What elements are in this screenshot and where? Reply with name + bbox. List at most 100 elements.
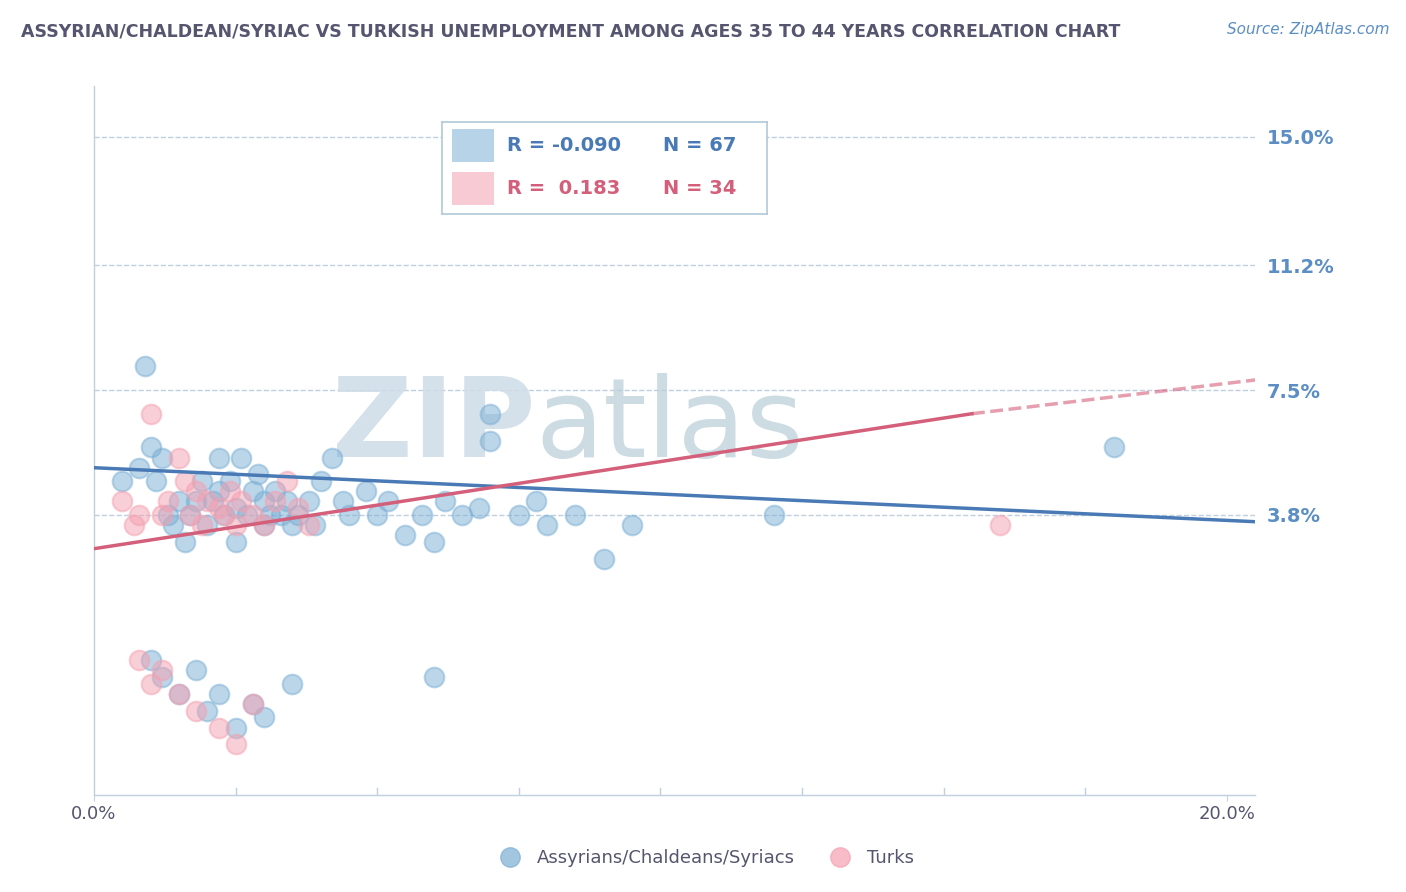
Point — [207, 721, 229, 735]
Point — [276, 494, 298, 508]
Point — [508, 508, 530, 522]
Point — [195, 494, 218, 508]
Point — [179, 508, 201, 522]
Point — [242, 697, 264, 711]
Point — [253, 494, 276, 508]
Point — [156, 508, 179, 522]
Point — [167, 494, 190, 508]
Point — [1102, 441, 1125, 455]
Point — [411, 508, 433, 522]
Point — [253, 518, 276, 533]
Point — [592, 551, 614, 566]
Point — [451, 508, 474, 522]
Point — [122, 518, 145, 533]
Point — [219, 474, 242, 488]
Point — [225, 535, 247, 549]
Text: ZIP: ZIP — [332, 373, 536, 480]
Point — [207, 687, 229, 701]
Point — [190, 474, 212, 488]
Point — [111, 494, 134, 508]
Point — [247, 467, 270, 482]
Point — [298, 518, 321, 533]
Point — [128, 653, 150, 667]
Text: Source: ZipAtlas.com: Source: ZipAtlas.com — [1226, 22, 1389, 37]
Point — [281, 518, 304, 533]
Point — [219, 484, 242, 499]
Point — [479, 407, 502, 421]
Point — [195, 704, 218, 718]
Point — [207, 450, 229, 465]
Point — [190, 518, 212, 533]
Point — [236, 508, 259, 522]
Point — [173, 474, 195, 488]
Point — [321, 450, 343, 465]
Point — [167, 450, 190, 465]
Point — [150, 450, 173, 465]
Legend: Assyrians/Chaldeans/Syriacs, Turks: Assyrians/Chaldeans/Syriacs, Turks — [485, 842, 921, 874]
Point — [479, 434, 502, 448]
Point — [231, 494, 253, 508]
Point — [259, 508, 281, 522]
Point — [173, 535, 195, 549]
Point — [434, 494, 457, 508]
Point — [150, 670, 173, 684]
Point — [184, 484, 207, 499]
Point — [377, 494, 399, 508]
Point — [988, 518, 1011, 533]
Point — [281, 676, 304, 690]
Point — [184, 704, 207, 718]
Point — [156, 494, 179, 508]
Point — [212, 508, 235, 522]
Point — [225, 721, 247, 735]
Point — [134, 359, 156, 374]
Point — [179, 508, 201, 522]
Point — [423, 535, 446, 549]
Point — [242, 484, 264, 499]
Point — [337, 508, 360, 522]
Point — [264, 494, 287, 508]
Point — [423, 670, 446, 684]
Point — [139, 441, 162, 455]
Point — [139, 676, 162, 690]
Point — [184, 663, 207, 677]
Point — [276, 474, 298, 488]
Point — [564, 508, 586, 522]
Point — [150, 508, 173, 522]
Point — [304, 518, 326, 533]
Point — [621, 518, 644, 533]
Point — [145, 474, 167, 488]
Point — [524, 494, 547, 508]
Point — [184, 494, 207, 508]
Point — [264, 484, 287, 499]
Point — [128, 508, 150, 522]
Point — [332, 494, 354, 508]
Point — [309, 474, 332, 488]
Point — [231, 450, 253, 465]
Point — [207, 484, 229, 499]
Point — [111, 474, 134, 488]
Point — [167, 687, 190, 701]
Point — [207, 501, 229, 516]
Point — [139, 653, 162, 667]
Point — [242, 508, 264, 522]
Point — [468, 501, 491, 516]
Point — [394, 528, 416, 542]
Point — [195, 518, 218, 533]
Point — [366, 508, 388, 522]
Point — [287, 508, 309, 522]
Point — [298, 494, 321, 508]
Point — [212, 508, 235, 522]
Point — [242, 697, 264, 711]
Point — [201, 494, 224, 508]
Point — [150, 663, 173, 677]
Point — [287, 501, 309, 516]
Point — [167, 687, 190, 701]
Point — [253, 710, 276, 724]
Point — [162, 518, 184, 533]
Point — [762, 508, 785, 522]
Point — [225, 518, 247, 533]
Point — [128, 460, 150, 475]
Point — [225, 738, 247, 752]
Text: atlas: atlas — [536, 373, 804, 480]
Text: ASSYRIAN/CHALDEAN/SYRIAC VS TURKISH UNEMPLOYMENT AMONG AGES 35 TO 44 YEARS CORRE: ASSYRIAN/CHALDEAN/SYRIAC VS TURKISH UNEM… — [21, 22, 1121, 40]
